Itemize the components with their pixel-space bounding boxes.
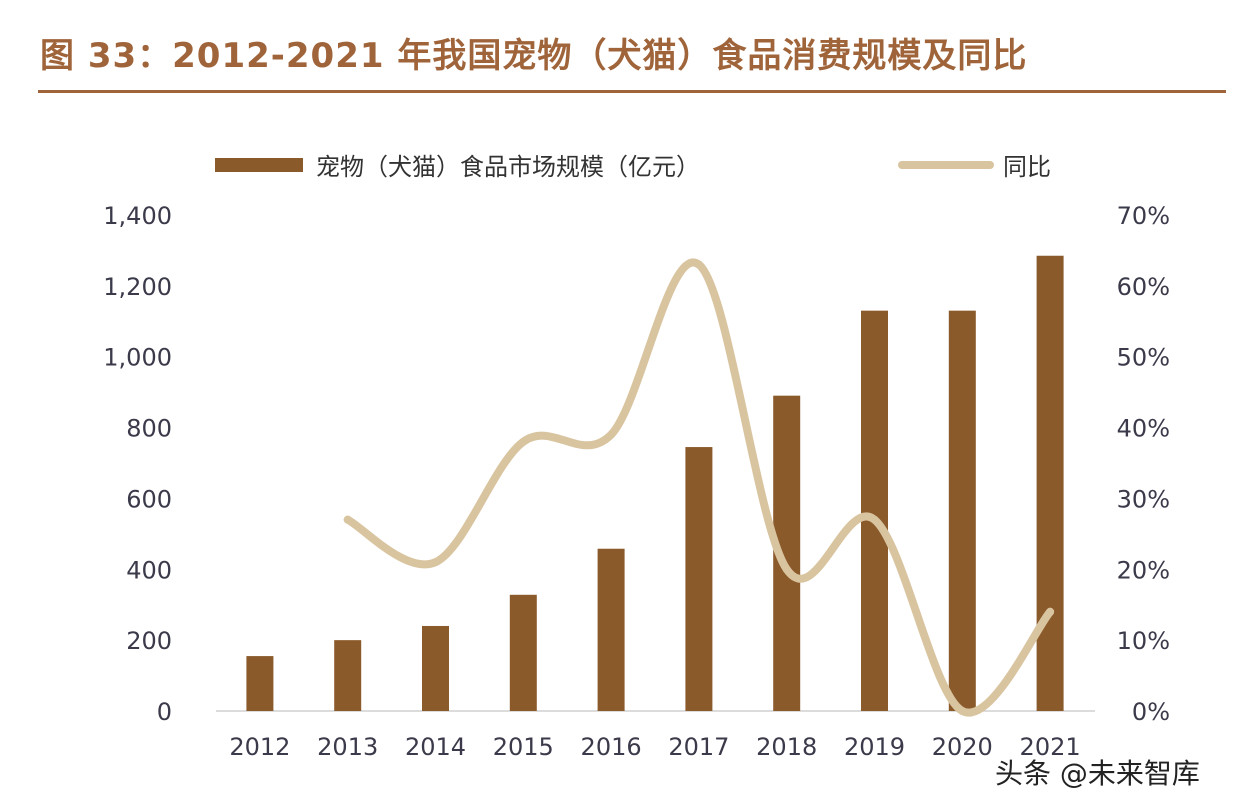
bar-2014 (422, 625, 449, 711)
x-tick-label: 2012 (229, 733, 290, 761)
yoy-point-2021 (1046, 607, 1055, 616)
right-y-tick-label: 60% (1117, 273, 1170, 301)
bar-2017 (685, 447, 713, 711)
bar-series (246, 255, 1064, 711)
legend-bar-swatch (215, 158, 303, 172)
left-y-tick-label: 1,200 (103, 273, 172, 301)
right-y-axis: 0% 10% 20% 30% 40% 50% 60% 70% (1117, 202, 1170, 726)
yoy-point-2014 (431, 558, 440, 567)
x-tick-label: 2021 (1020, 733, 1081, 761)
x-tick-label: 2016 (581, 733, 642, 761)
yoy-point-2017 (694, 260, 703, 269)
left-y-axis: 0 200 400 600 800 1,000 1,200 1,400 (103, 202, 172, 726)
left-y-tick-label: 800 (126, 415, 172, 443)
yoy-point-2015 (519, 437, 528, 446)
yoy-point-2016 (607, 430, 616, 439)
chart-title: 图 33：2012-2021 年我国宠物（犬猫）食品消费规模及同比 (40, 36, 1028, 76)
right-y-tick-label: 20% (1117, 556, 1170, 584)
bar-2021 (1036, 255, 1064, 711)
x-axis: 2012 2013 2014 2015 2016 2017 2018 2019 2020 2021 (229, 733, 1080, 761)
bar-2013 (334, 640, 362, 711)
left-y-tick-label: 1,400 (103, 202, 172, 230)
right-y-tick-label: 40% (1117, 415, 1170, 443)
legend-line-label: 同比 (1003, 153, 1051, 181)
x-tick-label: 2017 (668, 733, 729, 761)
x-tick-label: 2019 (844, 733, 905, 761)
legend-bar-label: 宠物（犬猫）食品市场规模（亿元） (316, 153, 700, 181)
x-tick-label: 2013 (317, 733, 378, 761)
x-tick-label: 2014 (405, 733, 466, 761)
x-tick-label: 2020 (932, 733, 993, 761)
title-underline (38, 90, 1226, 93)
bar-2015 (509, 594, 537, 711)
legend: 宠物（犬猫）食品市场规模（亿元） 同比 (215, 153, 1051, 181)
yoy-point-2018 (782, 565, 791, 574)
bar-2019 (861, 310, 888, 711)
left-y-tick-label: 0 (157, 698, 172, 726)
yoy-point-2013 (343, 515, 352, 524)
yoy-point-2019 (870, 515, 879, 524)
x-tick-label: 2018 (756, 733, 817, 761)
watermark: 头条 @未来智库 (995, 757, 1200, 790)
bar-2016 (597, 548, 625, 711)
right-y-tick-label: 70% (1117, 202, 1170, 230)
left-y-tick-label: 600 (126, 485, 172, 513)
x-tick-label: 2015 (493, 733, 554, 761)
yoy-point-2020 (958, 707, 967, 715)
right-y-tick-label: 50% (1117, 344, 1170, 372)
left-y-tick-label: 400 (126, 556, 172, 584)
right-y-tick-label: 10% (1117, 627, 1170, 655)
yoy-growth-line (343, 258, 1055, 717)
right-y-tick-label: 0% (1132, 698, 1170, 726)
left-y-tick-label: 1,000 (103, 344, 172, 372)
bar-2012 (246, 656, 274, 711)
left-y-tick-label: 200 (126, 627, 172, 655)
line-series (343, 258, 1055, 717)
bar-2020 (948, 310, 976, 711)
right-y-tick-label: 30% (1117, 485, 1170, 513)
